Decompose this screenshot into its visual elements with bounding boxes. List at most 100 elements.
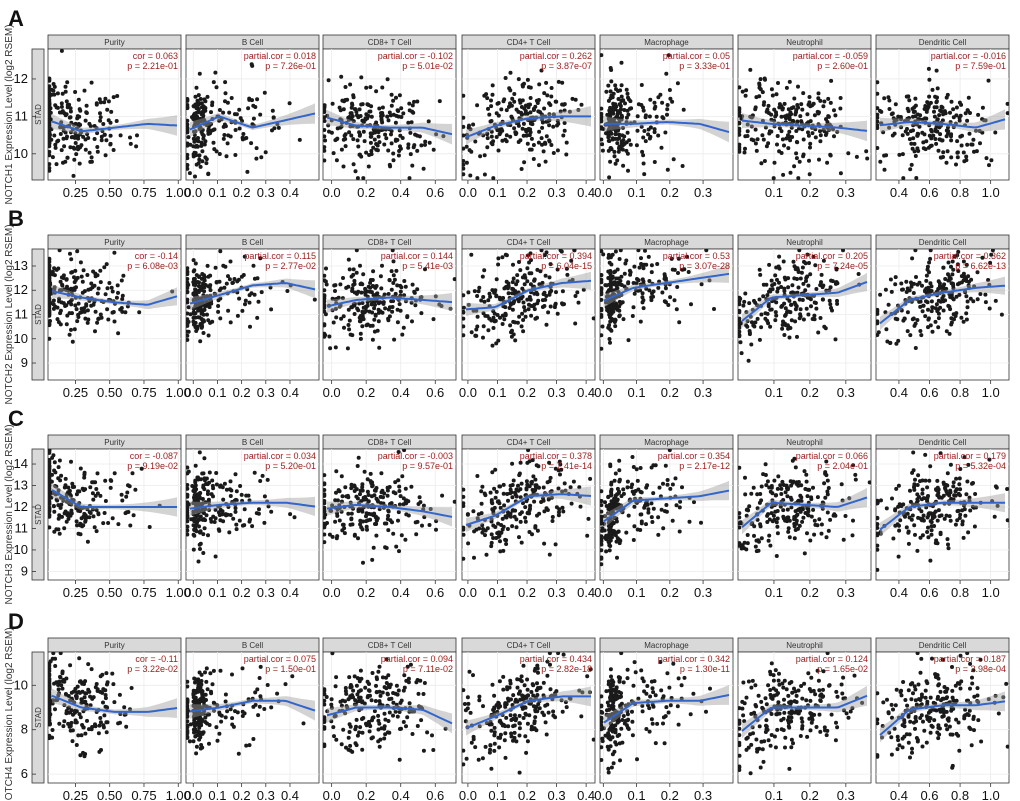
data-point <box>492 290 497 295</box>
data-point <box>483 528 488 533</box>
data-point <box>83 118 88 123</box>
data-point <box>404 512 409 517</box>
data-point <box>924 273 929 278</box>
data-point <box>254 156 259 161</box>
data-point <box>360 324 365 329</box>
data-point <box>225 512 230 517</box>
data-point <box>767 129 772 134</box>
data-point <box>411 145 416 150</box>
data-point <box>921 146 926 151</box>
data-point <box>763 473 768 477</box>
data-point <box>927 260 932 265</box>
data-point <box>660 100 665 105</box>
data-point <box>341 314 346 319</box>
data-point <box>665 103 670 107</box>
data-point <box>351 267 356 272</box>
data-point <box>126 483 130 488</box>
data-point <box>493 318 498 323</box>
p-value: p = 6.04e-15 <box>541 261 592 271</box>
data-point <box>192 533 197 538</box>
data-point <box>634 143 639 148</box>
data-point <box>376 319 381 324</box>
data-point <box>92 137 97 141</box>
data-point <box>640 149 645 154</box>
data-point <box>76 147 80 152</box>
data-point <box>776 264 781 269</box>
data-point <box>119 306 124 310</box>
data-point <box>901 176 906 180</box>
data-point <box>195 114 200 119</box>
data-point <box>607 548 612 553</box>
data-point <box>817 517 822 522</box>
data-point <box>68 145 73 150</box>
data-point <box>91 514 96 519</box>
p-value: p = 7.24e-05 <box>817 261 868 271</box>
data-point <box>969 142 974 147</box>
data-point <box>541 485 546 490</box>
data-point <box>269 509 274 514</box>
data-point <box>628 142 633 147</box>
data-point <box>201 551 206 555</box>
data-point <box>394 113 399 118</box>
data-point <box>372 329 377 334</box>
data-point <box>814 306 819 311</box>
data-point <box>358 263 362 268</box>
data-point <box>625 151 630 156</box>
data-point <box>390 309 395 314</box>
data-point <box>340 98 345 103</box>
data-point <box>955 139 960 144</box>
data-point <box>364 85 369 90</box>
data-point <box>75 249 80 254</box>
data-point <box>516 77 521 82</box>
data-point <box>777 254 782 259</box>
data-point <box>323 105 327 110</box>
data-point <box>779 104 784 109</box>
data-point <box>339 147 344 152</box>
data-point <box>246 106 251 111</box>
data-point <box>408 130 413 135</box>
data-point <box>466 290 471 295</box>
data-point <box>81 268 86 273</box>
data-point <box>764 282 769 287</box>
data-point <box>223 91 228 96</box>
data-point <box>271 115 276 120</box>
data-point <box>415 148 420 153</box>
data-point <box>641 135 646 140</box>
data-point <box>107 281 112 285</box>
data-point <box>538 110 542 115</box>
data-point <box>376 134 381 139</box>
data-point <box>325 113 330 118</box>
data-point <box>59 49 64 53</box>
data-point <box>793 307 798 312</box>
data-point <box>531 143 536 147</box>
data-point <box>643 115 648 120</box>
data-point <box>359 75 364 80</box>
data-point <box>323 110 327 114</box>
data-point <box>677 320 682 325</box>
data-point <box>980 105 985 110</box>
data-point <box>345 346 350 351</box>
data-point <box>193 261 198 266</box>
data-point <box>76 531 81 536</box>
data-point <box>490 142 495 147</box>
x-tick-label: 0.2 <box>233 185 251 200</box>
data-point <box>542 304 547 308</box>
data-point <box>485 96 490 101</box>
data-point <box>606 98 611 103</box>
data-point <box>351 283 356 287</box>
data-point <box>665 167 670 172</box>
data-point <box>571 479 576 484</box>
data-point <box>351 162 356 167</box>
data-point <box>486 328 491 333</box>
data-point <box>512 126 517 131</box>
data-point <box>197 153 202 158</box>
data-point <box>535 513 539 518</box>
data-point <box>380 263 384 268</box>
